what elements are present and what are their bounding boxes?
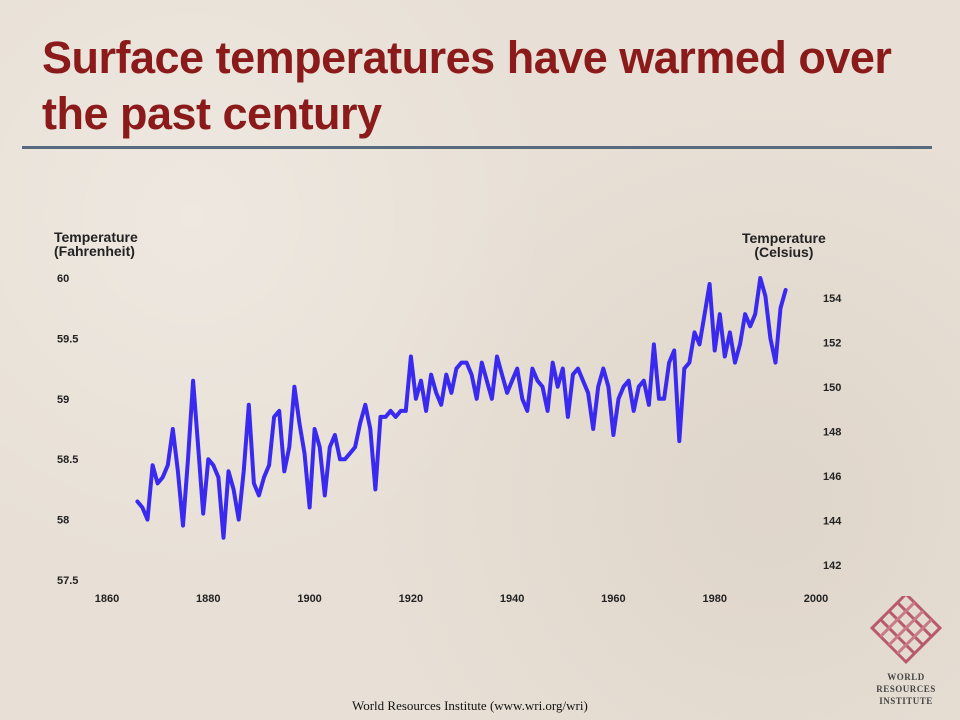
left-axis-title: Temperature (Fahrenheit): [54, 230, 138, 258]
right-y-tick-label: 142: [823, 560, 841, 572]
right-y-tick-label: 144: [823, 516, 842, 528]
left-y-tick-label: 59: [57, 394, 69, 406]
left-y-tick-label: 58.5: [57, 454, 78, 466]
left-y-tick-label: 59.5: [57, 333, 78, 345]
right-y-tick-label: 148: [823, 427, 841, 439]
wri-logo-text-3: INSTITUTE: [879, 696, 933, 706]
left-axis-title-line-1: Temperature: [54, 229, 138, 245]
left-y-tick-label: 57.5: [57, 575, 78, 587]
right-y-tick-label: 146: [823, 471, 841, 483]
x-tick-label: 2000: [804, 593, 828, 605]
wri-logo-text-1: WORLD: [887, 672, 925, 682]
right-axis-title-line-2: (Celsius): [754, 244, 814, 260]
right-axis-title: Temperature (Celsius): [742, 231, 826, 259]
temperature-series-line: [135, 276, 788, 540]
wri-logo-text-2: RESOURCES: [876, 684, 936, 694]
credit-text: World Resources Institute (www.wri.org/w…: [352, 698, 588, 713]
x-tick-label: 1980: [702, 593, 726, 605]
left-y-tick-label: 58: [57, 515, 69, 527]
page-title: Surface temperatures have warmed over th…: [42, 32, 892, 139]
x-tick-label: 1960: [601, 593, 625, 605]
x-tick-label: 1880: [196, 593, 220, 605]
x-tick-label: 1900: [297, 593, 321, 605]
left-axis-title-line-2: (Fahrenheit): [54, 243, 135, 259]
x-tick-label: 1860: [95, 593, 119, 605]
right-axis-title-line-1: Temperature: [742, 230, 826, 246]
x-tick-label: 1940: [500, 593, 524, 605]
wri-logo-mark: [869, 596, 943, 665]
right-y-tick-label: 152: [823, 338, 841, 350]
right-y-tick-label: 150: [823, 382, 841, 394]
right-y-tick-label: 154: [823, 293, 842, 305]
wri-logo: WORLD RESOURCES INSTITUTE: [869, 596, 943, 706]
x-tick-label: 1920: [399, 593, 423, 605]
title-divider: [22, 146, 932, 149]
left-y-tick-label: 60: [57, 273, 69, 285]
